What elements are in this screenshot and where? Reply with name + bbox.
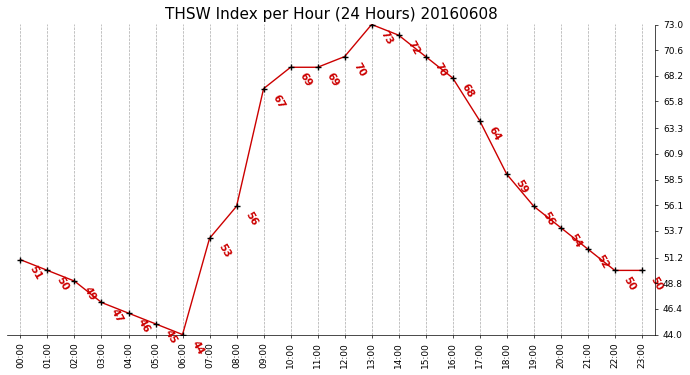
Text: 70: 70 <box>433 61 448 78</box>
Text: 44: 44 <box>190 339 206 357</box>
Text: 50: 50 <box>55 274 70 292</box>
Title: THSW Index per Hour (24 Hours) 20160608: THSW Index per Hour (24 Hours) 20160608 <box>165 7 497 22</box>
Text: 46: 46 <box>135 317 151 335</box>
Text: 70: 70 <box>352 61 368 78</box>
Text: 49: 49 <box>81 285 97 303</box>
Text: 56: 56 <box>244 210 259 228</box>
Text: 53: 53 <box>217 243 233 260</box>
Text: 51: 51 <box>28 264 43 281</box>
Text: 69: 69 <box>324 71 340 89</box>
Text: 52: 52 <box>595 253 611 271</box>
Text: 45: 45 <box>162 328 179 346</box>
Text: 64: 64 <box>486 125 502 142</box>
Text: 73: 73 <box>379 28 395 46</box>
Text: 69: 69 <box>297 71 313 89</box>
Text: 50: 50 <box>622 274 638 292</box>
Text: 72: 72 <box>406 39 422 57</box>
Text: 54: 54 <box>568 232 584 249</box>
Text: 59: 59 <box>513 178 529 196</box>
Text: 56: 56 <box>541 210 557 228</box>
Text: 68: 68 <box>460 82 475 100</box>
Text: 47: 47 <box>108 307 124 324</box>
Text: 50: 50 <box>649 274 664 292</box>
Text: 67: 67 <box>270 93 286 111</box>
